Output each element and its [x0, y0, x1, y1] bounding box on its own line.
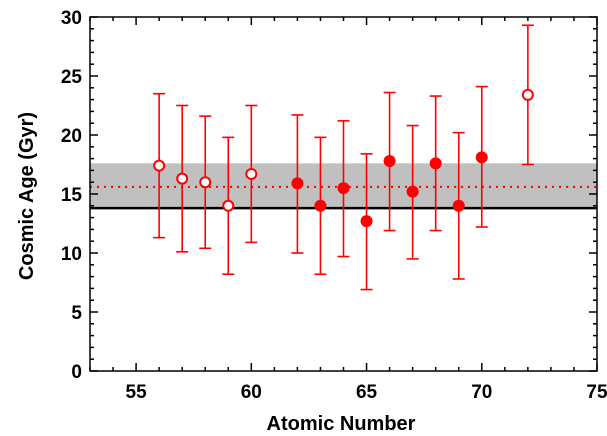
filled-marker — [452, 199, 465, 212]
x-tick-label: 60 — [241, 382, 262, 403]
open-marker — [222, 199, 235, 212]
open-marker — [245, 167, 258, 180]
y-tick-label: 20 — [61, 126, 82, 147]
data-point — [360, 153, 373, 291]
x-tick-label: 55 — [126, 382, 148, 403]
y-tick-label: 0 — [71, 362, 82, 383]
open-marker — [521, 88, 534, 101]
data-point — [475, 85, 488, 228]
data-point — [383, 91, 396, 232]
y-tick-label: 30 — [61, 8, 82, 29]
tick-labels: 55 60 65 70 75 0 5 10 15 20 25 30 — [61, 8, 607, 403]
data-point — [291, 114, 304, 254]
data-point — [521, 24, 534, 166]
y-tick-label: 5 — [71, 303, 82, 324]
filled-marker — [337, 182, 350, 195]
data-point — [245, 104, 258, 244]
data-point — [429, 95, 442, 232]
data-point — [337, 120, 350, 258]
filled-marker — [383, 154, 396, 167]
filled-marker — [429, 157, 442, 170]
open-marker — [199, 176, 212, 189]
data-point — [222, 136, 235, 276]
axis-ticks — [89, 16, 598, 372]
y-tick-label: 25 — [61, 67, 83, 88]
x-tick-label: 75 — [586, 382, 607, 403]
data-point — [406, 124, 419, 260]
data-layer — [153, 24, 534, 291]
filled-marker — [291, 177, 304, 190]
data-point — [199, 115, 212, 250]
filled-marker — [314, 199, 327, 212]
y-axis-title: Cosmic Age (Gyr) — [16, 112, 38, 280]
data-point — [452, 131, 465, 280]
y-tick-label: 10 — [61, 244, 82, 265]
filled-marker — [475, 151, 488, 164]
open-marker — [176, 172, 189, 185]
data-point — [176, 104, 189, 253]
x-axis-title: Atomic Number — [267, 413, 416, 435]
data-point — [153, 92, 166, 239]
data-point — [314, 136, 327, 276]
y-tick-label: 15 — [61, 185, 83, 206]
filled-marker — [406, 185, 419, 198]
x-tick-label: 65 — [356, 382, 378, 403]
x-tick-label: 70 — [471, 382, 492, 403]
filled-marker — [360, 215, 373, 228]
open-marker — [153, 159, 166, 172]
